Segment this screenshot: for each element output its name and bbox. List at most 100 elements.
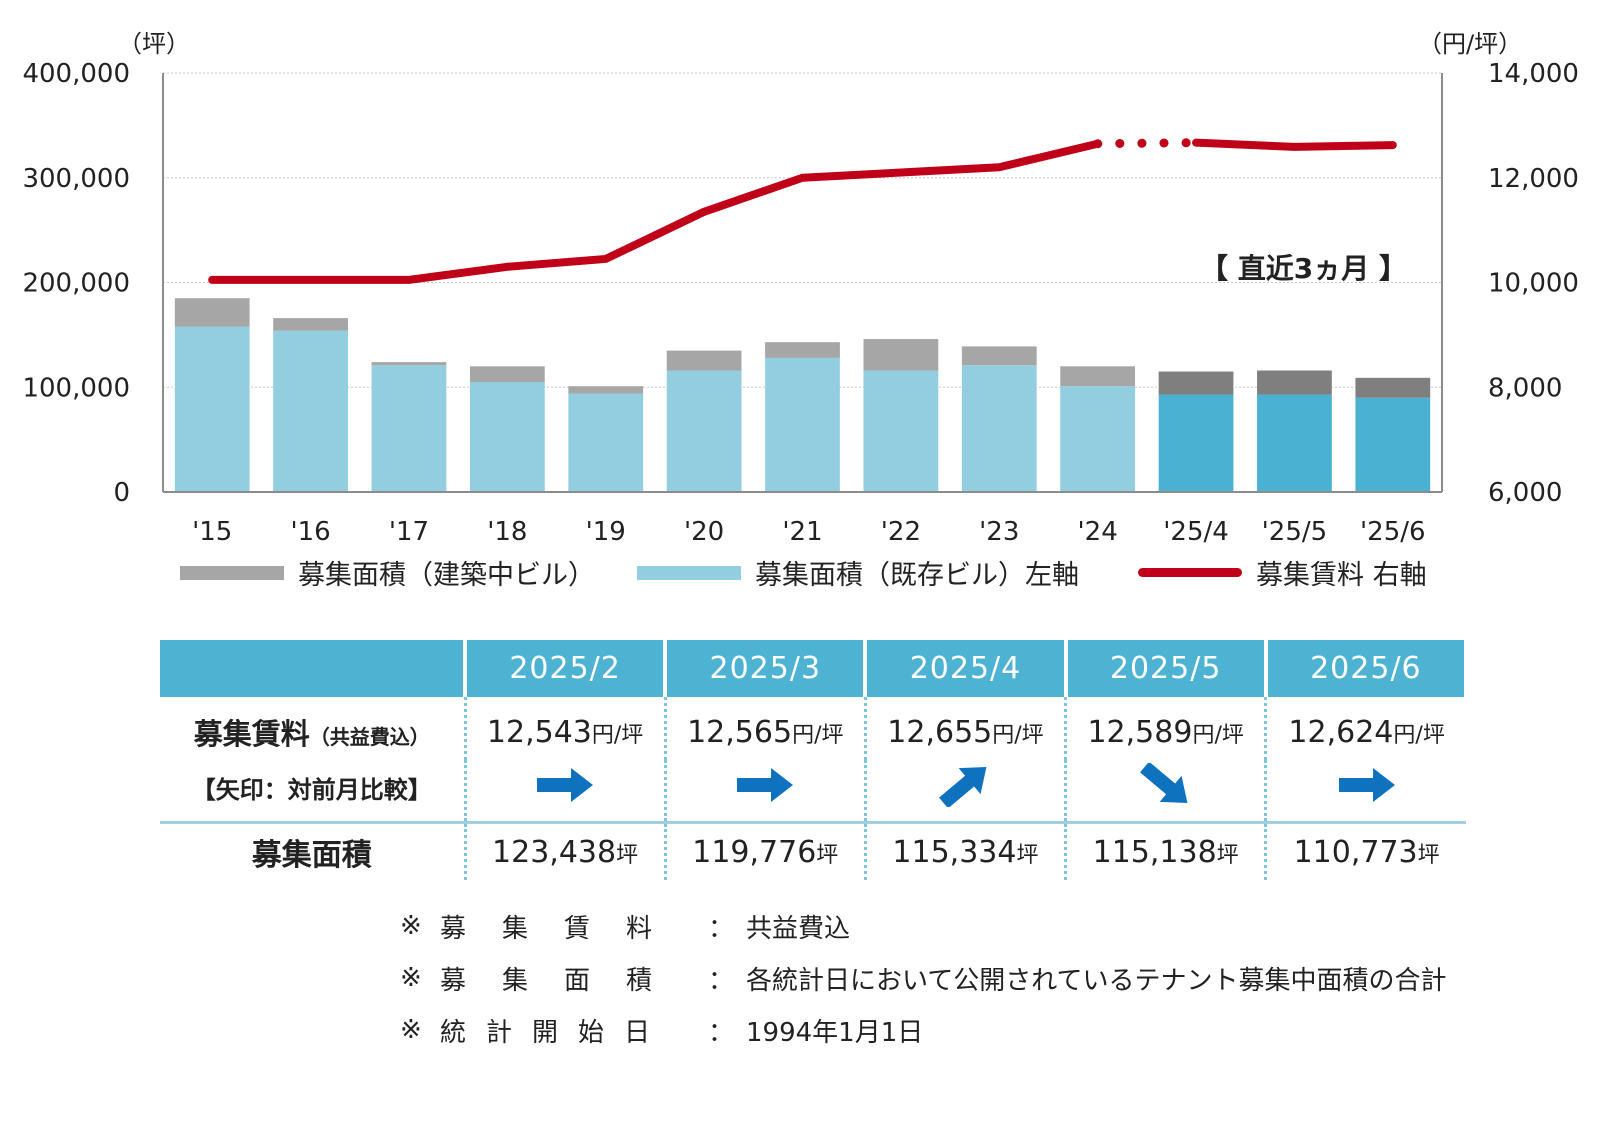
area-unit: 坪 — [1016, 842, 1039, 868]
rent-unit: 円/坪 — [1192, 722, 1244, 748]
left-tick-label: 300,000 — [22, 164, 130, 194]
recent-annotation: 【 直近3ヵ月 】 — [1200, 252, 1407, 285]
legend-swatch-existing — [637, 565, 741, 580]
rent-line-recent — [1192, 138, 1397, 151]
footnote-text: 共益費込 — [746, 913, 851, 944]
bar-construction — [1060, 366, 1136, 387]
footnote: ※ 募集賃料 ： 共益費込 — [400, 900, 1446, 952]
arrow-right-icon — [537, 768, 594, 802]
area-cell: 115,138坪 — [1064, 821, 1268, 880]
month-header: 2025/6 — [1263, 640, 1469, 697]
left-tick-label: 0 — [113, 478, 130, 508]
footnote-label: 募集面積 — [440, 965, 689, 996]
footnote-text: 1994年1月1日 — [746, 1017, 924, 1048]
area-value: 115,334 — [892, 834, 1017, 870]
arrow-cell — [663, 760, 867, 823]
rent-area-chart: 0 6,000 100,000 8,000 200,000 10,000 300,000 12… — [22, 30, 1579, 547]
bar-construction — [469, 366, 545, 383]
x-tick-label: '16 — [290, 517, 330, 547]
rent-unit: 円/坪 — [992, 722, 1044, 748]
table-header-row: 2025/2 2025/3 2025/4 2025/5 2025/6 — [160, 640, 1469, 697]
left-tick-label: 100,000 — [22, 373, 130, 403]
bar-construction — [568, 386, 644, 394]
area-value: 110,773 — [1293, 834, 1418, 870]
footnote: ※ 統計開始日 ： 1994年1月1日 — [400, 1004, 1446, 1056]
bar-construction — [174, 298, 250, 327]
rent-row-label: 募集賃料（共益費込） — [160, 697, 467, 760]
footnote-mark: ※ — [400, 1015, 422, 1045]
table-corner — [160, 640, 467, 697]
rent-line-series — [208, 138, 1397, 284]
rent-value: 12,624 — [1288, 714, 1394, 750]
bar-construction — [666, 350, 742, 371]
legend-swatch-rent — [1138, 568, 1242, 577]
legend-swatch-construction — [180, 565, 284, 580]
rent-value: 12,565 — [687, 714, 793, 750]
right-tick-label: 8,000 — [1488, 373, 1562, 403]
bar-existing — [666, 370, 742, 492]
area-cell: 115,334坪 — [863, 821, 1068, 880]
x-tick-label: '25/5 — [1262, 517, 1328, 547]
bar-existing — [371, 365, 447, 492]
month-header: 2025/4 — [863, 640, 1068, 697]
arrow-cell — [1264, 760, 1466, 823]
arrow-up-right-icon — [939, 767, 987, 809]
area-value: 123,438 — [492, 834, 617, 870]
x-tick-label: '24 — [1078, 517, 1118, 547]
chart-tick-labels: 0 6,000 100,000 8,000 200,000 10,000 300,000 12… — [22, 59, 1579, 547]
bar-existing — [1060, 386, 1136, 492]
rent-unit: 円/坪 — [591, 722, 644, 748]
area-value: 115,138 — [1092, 834, 1217, 870]
rent-unit: 円/坪 — [1393, 722, 1445, 748]
chart-bars — [174, 298, 1431, 492]
arrow-cell — [463, 760, 667, 823]
rent-value: 12,589 — [1087, 714, 1193, 750]
bar-existing — [273, 330, 348, 492]
x-tick-label: '15 — [192, 517, 232, 547]
bar-existing — [863, 370, 939, 492]
bar-existing — [174, 326, 250, 492]
table-row-area: 募集面積 123,438坪 119,776坪 115,334坪 115,138坪… — [160, 821, 1466, 880]
arrow-cell — [863, 760, 1068, 823]
x-tick-label: '21 — [782, 517, 822, 547]
area-cell: 110,773坪 — [1264, 821, 1466, 880]
right-tick-label: 14,000 — [1488, 59, 1579, 89]
right-tick-label: 10,000 — [1488, 269, 1579, 299]
arrow-caption: 【矢印：対前月比較】 — [160, 760, 467, 823]
bar-existing — [568, 393, 644, 492]
chart-legend: 募集面積（建築中ビル） 募集面積（既存ビル）左軸 募集賃料 右軸 — [0, 553, 1620, 593]
bar-construction — [371, 362, 447, 366]
right-tick-label: 6,000 — [1488, 478, 1562, 508]
rent-cell: 12,543円/坪 — [463, 697, 667, 760]
x-tick-label: '25/4 — [1163, 517, 1229, 547]
chart-gridlines — [163, 72, 1442, 388]
bar-existing — [1355, 397, 1431, 492]
legend-label-rent: 募集賃料 右軸 — [1256, 560, 1427, 591]
bar-construction — [1257, 370, 1332, 395]
area-unit: 坪 — [616, 842, 639, 868]
footnote-label: 統計開始日 — [440, 1017, 671, 1048]
arrow-cell — [1064, 760, 1268, 823]
rent-label: 募集賃料 — [193, 717, 310, 751]
area-row-label: 募集面積 — [160, 821, 467, 880]
x-tick-label: '22 — [881, 517, 921, 547]
footnote: ※ 募集面積 ： 各統計日において公開されているテナント募集中面積の合計 — [400, 952, 1446, 1004]
area-value: 119,776 — [692, 834, 817, 870]
legend-label-construction: 募集面積（建築中ビル） — [298, 560, 595, 591]
arrow-right-icon — [737, 768, 794, 802]
area-cell: 123,438坪 — [463, 821, 667, 880]
rent-cell: 12,565円/坪 — [663, 697, 867, 760]
legend-item-construction: 募集面積（建築中ビル） — [180, 553, 595, 592]
bar-existing — [469, 382, 545, 492]
area-unit: 坪 — [816, 842, 839, 868]
x-tick-label: '19 — [586, 517, 626, 547]
bar-existing — [1257, 394, 1332, 492]
left-tick-label: 400,000 — [22, 59, 130, 89]
rent-cell: 12,655円/坪 — [863, 697, 1068, 760]
bar-construction — [1355, 377, 1431, 398]
x-tick-label: '23 — [979, 517, 1019, 547]
rent-area-table: 2025/2 2025/3 2025/4 2025/5 2025/6 募集賃料（… — [160, 640, 1469, 880]
legend-item-rent: 募集賃料 右軸 — [1138, 553, 1427, 592]
bar-construction — [765, 342, 840, 358]
rent-label-sub: （共益費込） — [309, 725, 430, 749]
